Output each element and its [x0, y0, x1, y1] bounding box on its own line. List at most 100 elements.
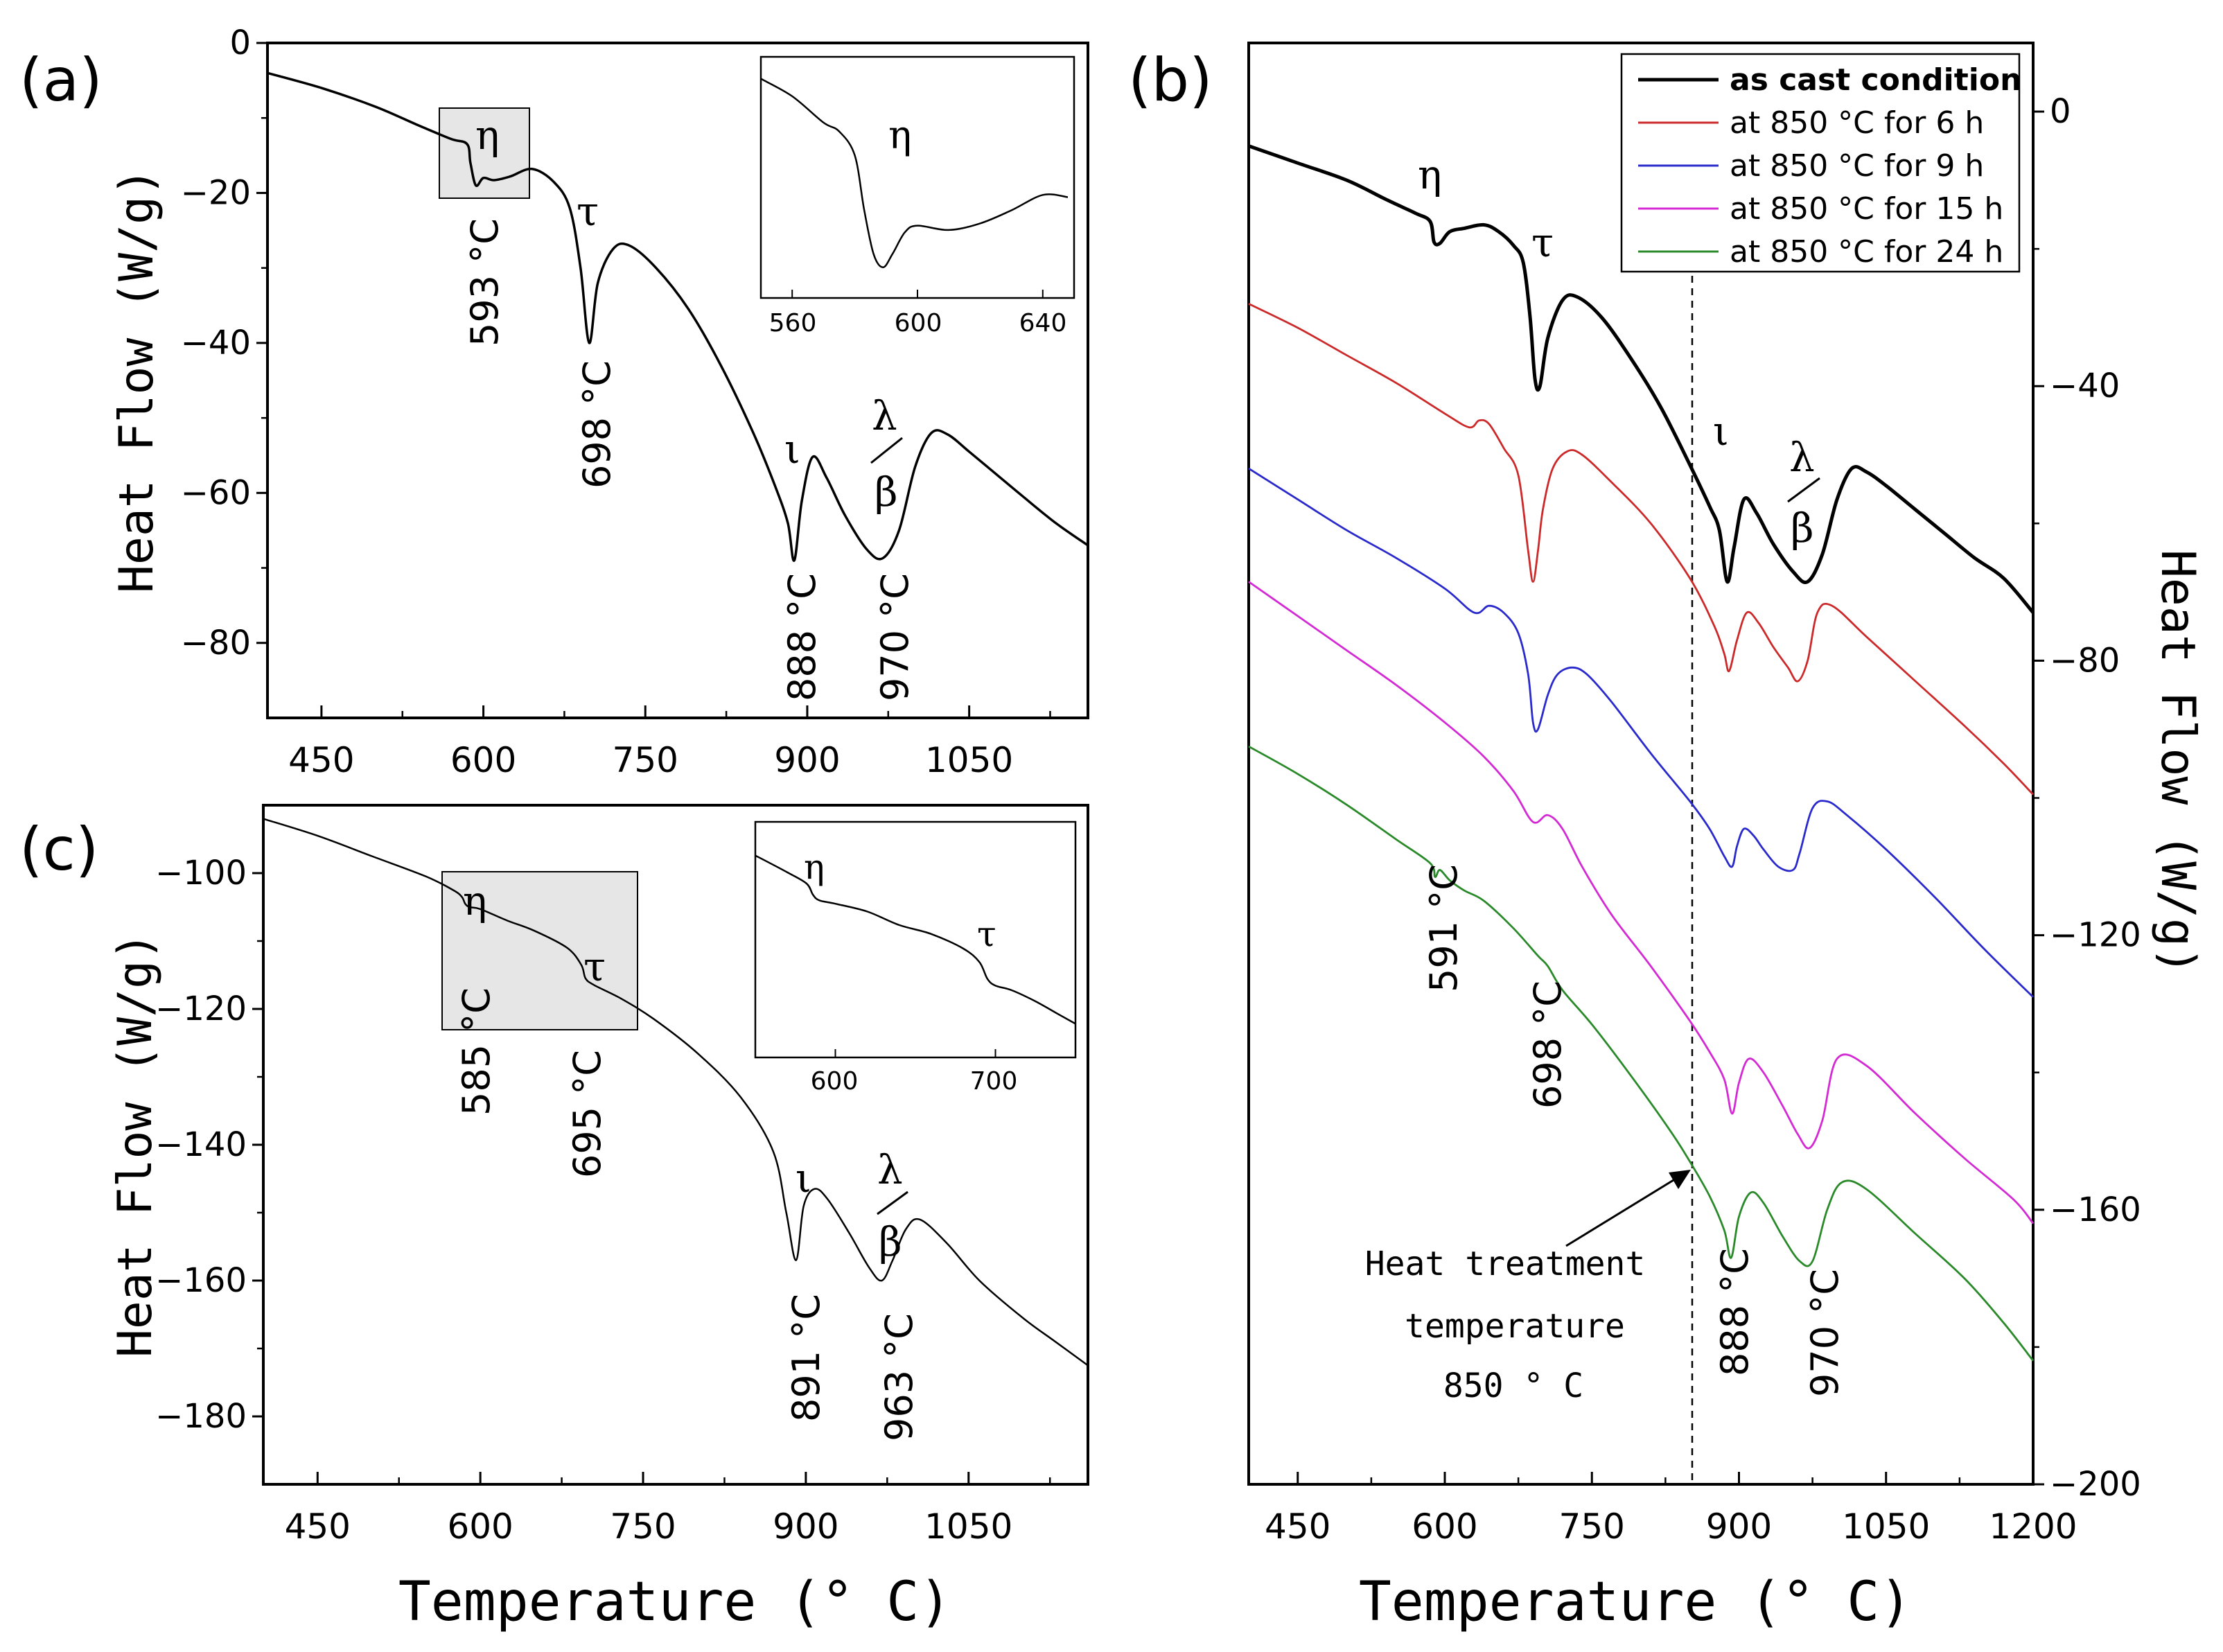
panel-c-peak-963: 963 °C	[877, 1313, 921, 1441]
panel-a-tau-label: τ	[577, 188, 599, 235]
x-tick-label: 600	[450, 740, 516, 780]
y-tick-label: −80	[2050, 641, 2120, 680]
x-tick-label: 750	[613, 740, 678, 780]
legend-label-9h: at 850 °C for 9 h	[1730, 148, 1984, 184]
panel-b-series-group	[1248, 144, 2035, 1362]
y-tick-label: 0	[2050, 92, 2071, 131]
panel-c-y-axis-label: Heat Flow (W/g)	[108, 932, 163, 1357]
panel-a-inset-series-line	[760, 78, 1069, 268]
panel-b-heat-treatment-arrow	[1565, 1177, 1678, 1247]
panel-b-frame	[1247, 42, 2035, 1486]
x-tick-label: 900	[774, 740, 840, 780]
panel-a-beta-label: β	[875, 468, 898, 516]
panel-a-frame	[266, 42, 1089, 719]
y-tick-label: −200	[2050, 1465, 2141, 1504]
panel-c-lambda-beta-divider	[877, 1190, 908, 1215]
panel-b-iota-label: ι	[1713, 407, 1729, 455]
panel-a-peak-970: 970 °C	[873, 573, 917, 701]
panel-a-inset-tick-560: 560	[769, 309, 817, 337]
panel-a-peak-698: 698 °C	[575, 360, 619, 489]
panel-a-y-axis-label: Heat Flow (W/g)	[109, 168, 164, 593]
panel-c-iota-label: ι	[796, 1154, 811, 1202]
panel-b-peak-591: 591 °C	[1422, 864, 1466, 992]
panel-c-inset-series-line	[755, 854, 1076, 1025]
y-tick-label: −120	[2050, 916, 2141, 955]
panel-c-inset-tick-700: 700	[970, 1067, 1018, 1096]
panel-c-peak-585: 585 °C	[455, 987, 498, 1116]
panel-c: (c) 450 600 750 900 1050 −100 −120 −140 −160 −180…	[19, 804, 1089, 1633]
x-tick-label: 450	[1265, 1506, 1330, 1547]
panel-c-peak-695: 695 °C	[565, 1050, 609, 1178]
panel-c-inset: η τ 600 700	[754, 820, 1077, 1096]
x-tick-label: 1050	[924, 1506, 1012, 1547]
x-tick-label: 450	[288, 740, 354, 780]
panel-b-legend: as cast condition at 850 °C for 6 h at 8…	[1620, 53, 2021, 273]
panel-c-inset-axes	[834, 1049, 996, 1057]
panel-b-eta-label: η	[1418, 151, 1442, 198]
panel-b-series-line-24h	[1248, 745, 2035, 1362]
panel-a-eta-highlight-box	[439, 107, 530, 199]
y-tick-label: −60	[181, 473, 251, 512]
panel-b-series-line-9h	[1248, 467, 2034, 998]
panel-c-inset-frame	[754, 820, 1077, 1059]
panel-b-y-axis-label: Heat Flow (W/g)	[2150, 550, 2205, 975]
x-tick-label: 600	[447, 1506, 513, 1547]
y-tick-label: −80	[181, 624, 251, 662]
panel-b-x-axis-label: Temperature (° C)	[1359, 1571, 1912, 1633]
panel-b-lambda-label: λ	[1789, 434, 1815, 481]
y-tick-label: −120	[155, 990, 247, 1028]
panel-b-label: (b)	[1128, 46, 1213, 115]
panel-c-inset-tau-label: τ	[977, 914, 996, 954]
y-tick-label: −20	[181, 173, 251, 212]
panel-c-eta-tau-highlight-box	[441, 871, 638, 1030]
panel-b-series-line-as-cast	[1248, 144, 2035, 614]
panel-b: (b) 450 600 750 900 1050 1200 0 −40 −80 −120 −160 −…	[1128, 42, 2205, 1633]
y-tick-label: −180	[155, 1397, 247, 1436]
panel-c-label: (c)	[19, 815, 98, 884]
x-tick-label: 600	[1412, 1506, 1477, 1547]
x-tick-label: 900	[1706, 1506, 1772, 1547]
panel-c-peak-891: 891 °C	[784, 1294, 828, 1422]
panel-a-axes: 450 600 750 900 1050 0 −20 −40 −60 −80	[181, 24, 1051, 780]
panel-b-peak-888: 888 °C	[1713, 1248, 1757, 1376]
y-tick-label: 0	[229, 24, 251, 62]
panel-a-annotations: η τ ι λ β 593 °C 698 °C 888 °C 970 °C	[463, 112, 917, 701]
panel-a: (a) 450 600 750 900 1050 0 −20 −40 −60 −80 Heat F…	[19, 24, 1089, 780]
panel-c-inset-tick-600: 600	[811, 1067, 859, 1096]
x-tick-label: 1050	[925, 740, 1013, 780]
panel-a-lambda-beta-divider	[870, 437, 903, 464]
panel-a-inset: η 560 600 640	[759, 55, 1075, 337]
panel-b-series-line-6h	[1248, 303, 2035, 796]
panel-b-peak-970: 970 °C	[1803, 1269, 1847, 1397]
y-tick-label: −160	[2050, 1190, 2141, 1229]
x-tick-label: 450	[285, 1506, 351, 1547]
panel-a-peak-888: 888 °C	[780, 573, 824, 701]
panel-b-heat-treatment-line2: temperature	[1405, 1307, 1625, 1346]
panel-b-lambda-beta-divider	[1787, 477, 1820, 503]
panel-c-annotations: η τ ι λ β 585 °C 695 °C 891 °C 963 °C	[455, 877, 921, 1441]
panel-c-beta-label: β	[879, 1218, 902, 1265]
panel-b-tau-label: τ	[1531, 219, 1554, 266]
panel-c-lambda-label: λ	[877, 1146, 903, 1193]
panel-b-heat-treatment-line1: Heat treatment	[1365, 1245, 1646, 1283]
panel-c-series-line	[263, 818, 1089, 1367]
panel-b-heat-treatment-line3: 850 ° C	[1443, 1367, 1583, 1405]
panel-b-legend-box	[1620, 53, 2021, 273]
panel-c-tau-label: τ	[583, 943, 606, 990]
panel-a-inset-tick-600: 600	[895, 309, 942, 337]
panel-a-iota-label: ι	[784, 425, 800, 473]
panel-a-inset-tick-640: 640	[1019, 309, 1067, 337]
y-tick-label: −40	[2050, 367, 2120, 405]
panel-c-axes: 450 600 750 900 1050 −100 −120 −140 −160 −180	[155, 854, 1051, 1547]
legend-label-24h: at 850 °C for 24 h	[1730, 234, 2003, 270]
y-tick-label: −40	[181, 324, 251, 362]
legend-label-6h: at 850 °C for 6 h	[1730, 105, 1984, 141]
panel-c-x-axis-label: Temperature (° C)	[398, 1571, 951, 1633]
panel-c-eta-label: η	[463, 877, 487, 924]
panel-b-peak-698: 698 °C	[1526, 981, 1570, 1109]
panel-a-label: (a)	[19, 46, 103, 115]
x-tick-label: 750	[610, 1506, 676, 1547]
panel-b-axes: 450 600 750 900 1050 1200 0 −40 −80 −120 −160 −200	[1265, 92, 2141, 1547]
legend-label-as-cast: as cast condition	[1730, 62, 2021, 98]
y-tick-label: −100	[155, 854, 247, 893]
